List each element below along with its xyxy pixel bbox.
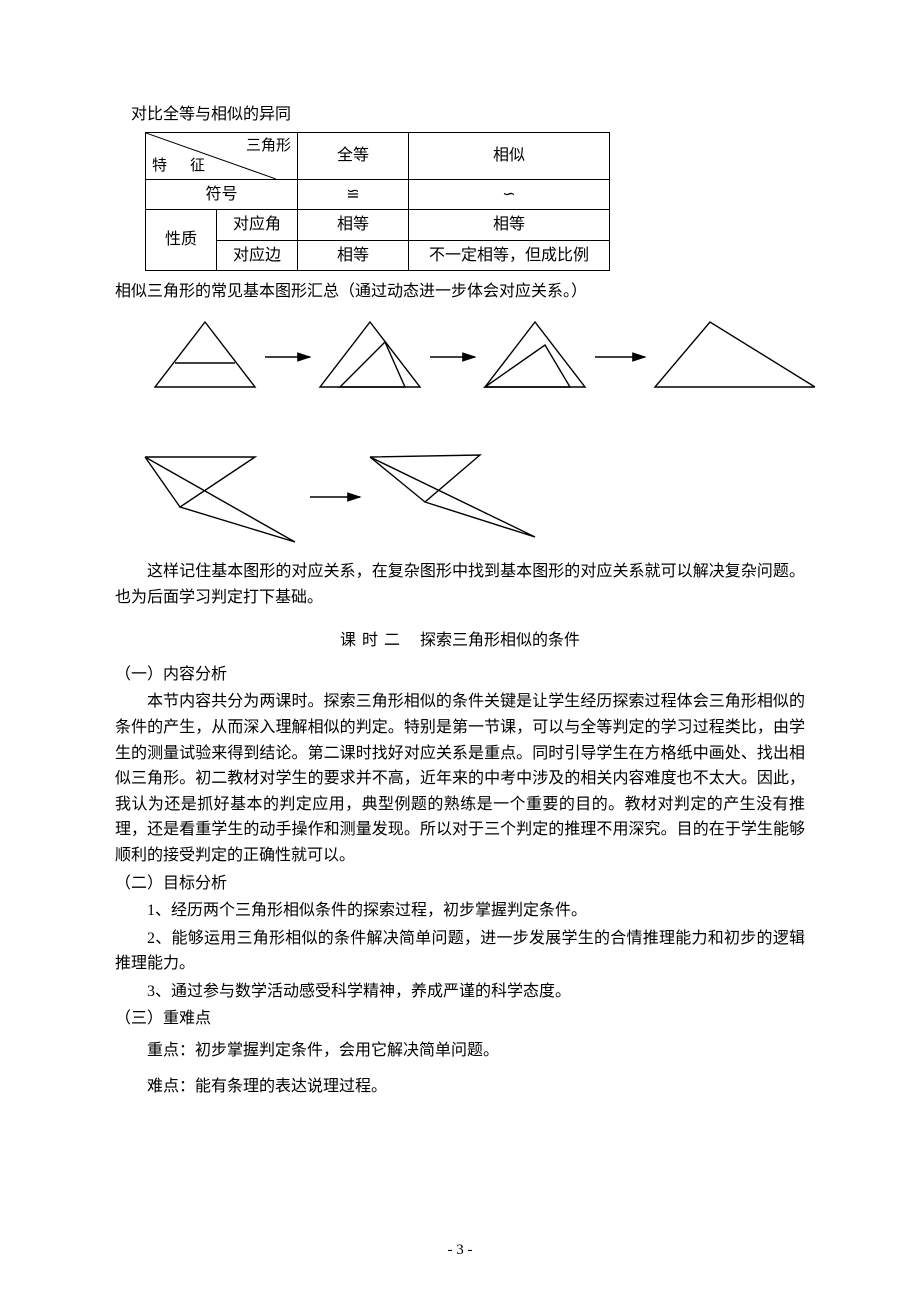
col-header-similar: 相似 <box>409 132 610 179</box>
line-after-table: 相似三角形的常见基本图形汇总（通过动态进一步体会对应关系。） <box>115 279 805 305</box>
sec2-h2: （二）目标分析 <box>115 871 805 897</box>
row-angle-label: 对应角 <box>217 210 298 241</box>
figure-1 <box>125 307 815 407</box>
section2-title: 课时二探索三角形相似的条件 <box>115 628 805 654</box>
sec2-h3: （三）重难点 <box>115 1006 805 1032</box>
comparison-table: 三角形 特 征 全等 相似 符号 ≌ ∽ 性质 对应角 相等 相等 对应边 相等… <box>145 132 610 272</box>
side-similar: 不一定相等，但成比例 <box>409 240 610 271</box>
side-congruent: 相等 <box>298 240 409 271</box>
angle-similar: 相等 <box>409 210 610 241</box>
angle-congruent: 相等 <box>298 210 409 241</box>
sec2-g3: 3、通过参与数学活动感受科学精神，养成严谨的科学态度。 <box>115 979 805 1005</box>
sec2-g2: 2、能够运用三角形相似的条件解决简单问题，进一步发展学生的合情推理能力和初步的逻… <box>115 926 805 977</box>
sec2-g1: 1、经历两个三角形相似条件的探索过程，初步掌握判定条件。 <box>115 898 805 924</box>
para-after-fig: 这样记住基本图形的对应关系，在复杂图形中找到基本图形的对应关系就可以解决复杂问题… <box>115 559 805 610</box>
figure-row-2 <box>125 437 805 557</box>
row-side-label: 对应边 <box>217 240 298 271</box>
diag-top-label: 三角形 <box>246 134 291 158</box>
section2-title-left: 课时二 <box>340 632 406 649</box>
figure-2 <box>125 437 565 557</box>
intro-line: 对比全等与相似的异同 <box>115 102 805 128</box>
diag-header-cell: 三角形 特 征 <box>146 132 298 179</box>
sec2-h1: （一）内容分析 <box>115 662 805 688</box>
figure-row-1 <box>125 307 805 407</box>
symbol-similar: ∽ <box>409 179 610 210</box>
sec2-p1: 本节内容共分为两课时。探索三角形相似的条件关键是让学生经历探索过程体会三角形相似… <box>115 689 805 868</box>
row-prop-label: 性质 <box>146 210 217 271</box>
sec2-dp: 难点：能有条理的表达说理过程。 <box>115 1074 805 1100</box>
row-symbol-label: 符号 <box>146 179 298 210</box>
sec2-kp: 重点：初步掌握判定条件，会用它解决简单问题。 <box>115 1038 805 1064</box>
col-header-congruent: 全等 <box>298 132 409 179</box>
section2-title-right: 探索三角形相似的条件 <box>420 632 580 649</box>
symbol-congruent: ≌ <box>298 179 409 210</box>
diag-bottom-label: 特 征 <box>152 154 209 178</box>
page-number: - 3 - <box>0 1238 920 1262</box>
